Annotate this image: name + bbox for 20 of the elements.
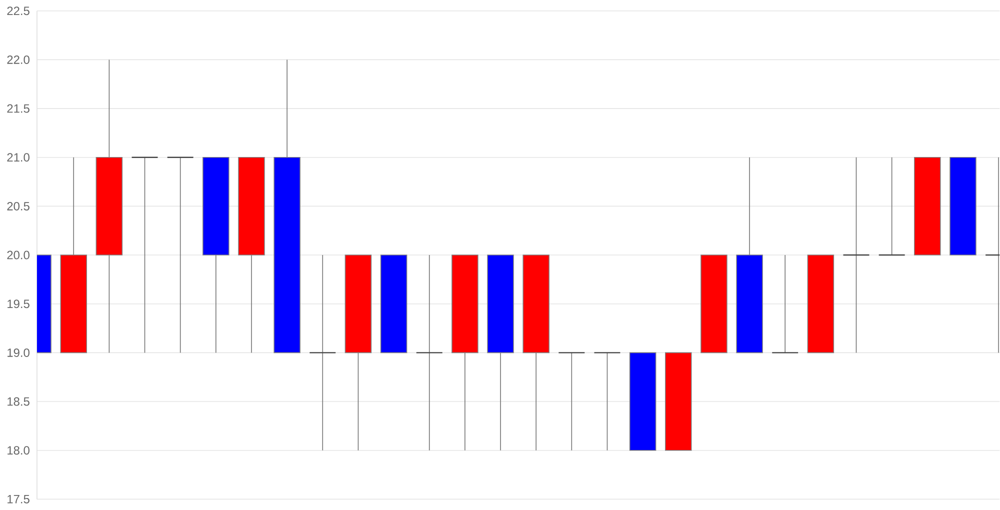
- y-tick-label: 18.0: [8, 446, 30, 455]
- y-tick-label: 20.5: [7, 202, 30, 210]
- candlestick: [842, 156, 870, 354]
- y-tick-label: 19.0: [8, 348, 30, 357]
- candlestick: [594, 352, 621, 451]
- candlestick: [772, 254, 799, 354]
- y-tick-label: 22.5: [7, 6, 30, 16]
- candlestick: [416, 254, 443, 451]
- y-tick-label: 17.5: [8, 495, 30, 504]
- candlestick: [166, 156, 194, 354]
- y-tick-label: 19.5: [8, 300, 30, 308]
- y-tick-label: 21.5: [7, 104, 30, 113]
- candlestick: [131, 156, 158, 354]
- candlestick: [558, 352, 586, 451]
- y-tick-label: 21.0: [7, 153, 30, 162]
- candlestick: [878, 156, 906, 256]
- y-tick-label: 18.5: [8, 397, 30, 406]
- y-tick-label: 22.0: [7, 55, 30, 64]
- candlestick: [309, 254, 336, 451]
- y-tick-label: 20.0: [7, 250, 30, 260]
